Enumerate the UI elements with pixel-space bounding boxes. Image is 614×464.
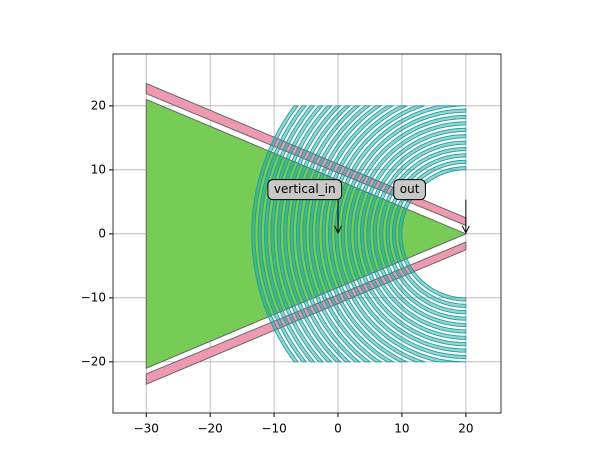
- x-tick-label: 0: [334, 422, 342, 436]
- annotation-label: out: [400, 182, 420, 196]
- axes-frame: [112, 53, 502, 414]
- grating-ring: [347, 114, 467, 353]
- annotation-label: vertical_in: [274, 182, 336, 196]
- y-tick-label: 0: [98, 226, 106, 240]
- x-tick-label: −30: [134, 422, 159, 436]
- overlay: −30 −20 −10 0 10 20 −20 −10 0 10 20 vertical_in out: [81, 98, 474, 435]
- annotation-box: [267, 179, 343, 201]
- y-tick-label: −20: [81, 354, 106, 368]
- grating-ring: [251, 105, 299, 363]
- grating-ring: [327, 105, 426, 363]
- x-tick-label: 10: [394, 422, 409, 436]
- y-tick-label: 10: [91, 162, 106, 176]
- grating-ring: [379, 146, 467, 321]
- grating-ring: [353, 121, 467, 347]
- x-tick-label: −20: [197, 422, 222, 436]
- arrow-head: [334, 225, 342, 234]
- arrow-head: [461, 225, 470, 234]
- y-tick-label: −10: [81, 290, 106, 304]
- grating-ring: [372, 140, 467, 328]
- grating-ring: [366, 134, 467, 334]
- grating-ring: [359, 127, 467, 340]
- annotation: vertical_in: [267, 179, 343, 201]
- y-tick-label: 20: [91, 98, 106, 112]
- annotation-box: [393, 179, 426, 201]
- x-tick-label: −10: [261, 422, 286, 436]
- x-tick-label: 20: [458, 422, 473, 436]
- grating-ring: [334, 105, 466, 363]
- grating-ring: [257, 105, 308, 363]
- annotation: out: [393, 179, 426, 201]
- polygon: [145, 241, 467, 385]
- grating-ring: [340, 108, 467, 360]
